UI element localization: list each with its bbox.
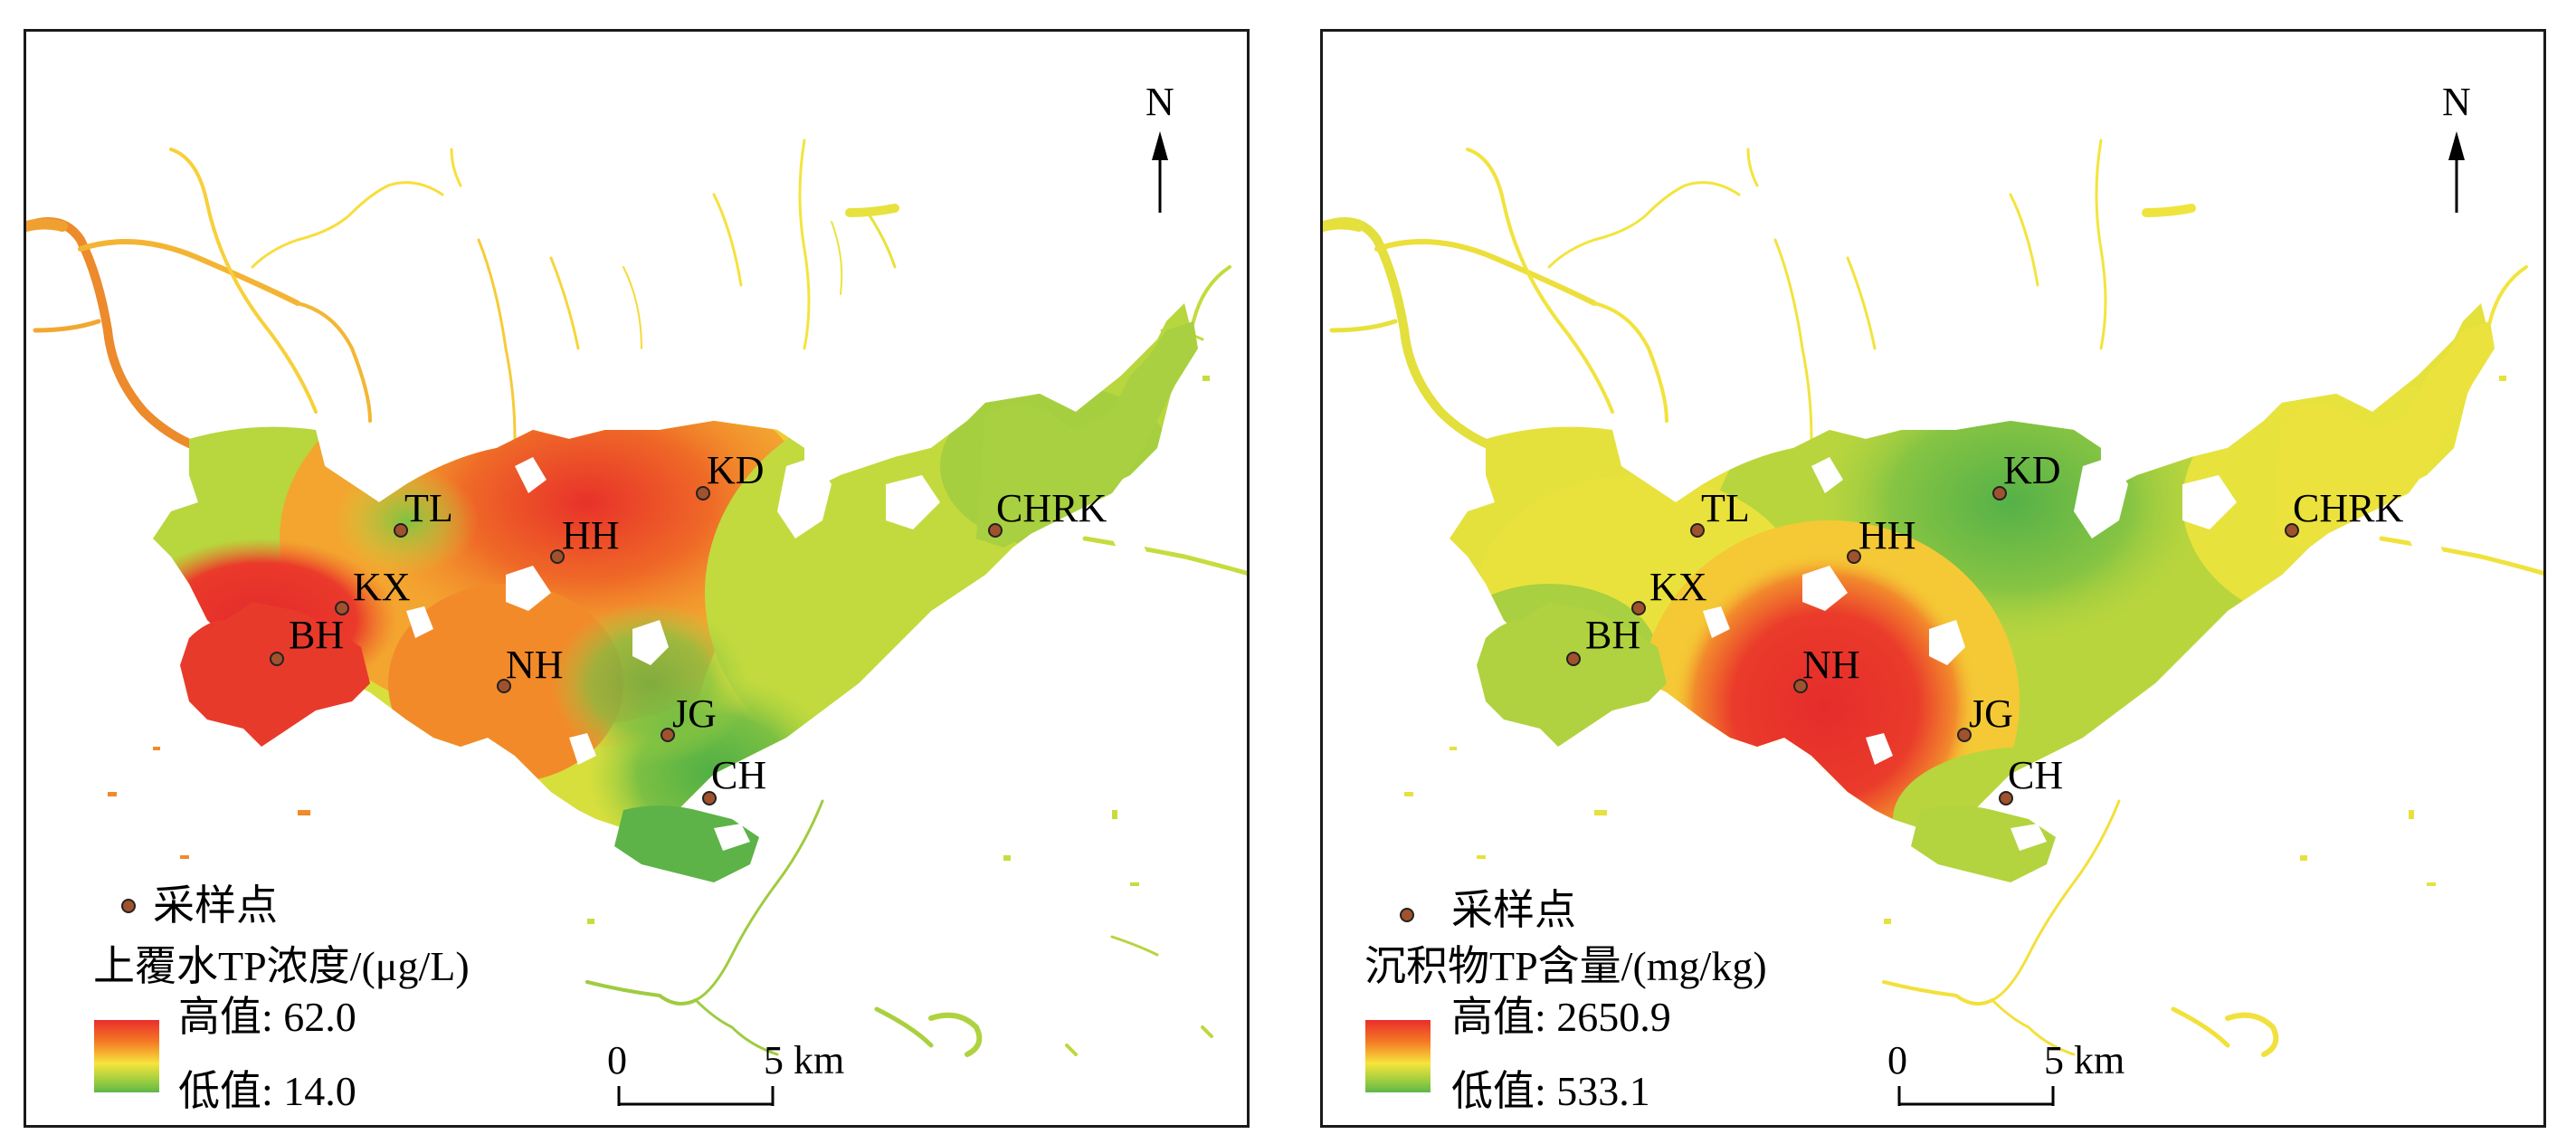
site-label-hh: HH xyxy=(1858,513,1916,558)
legend-color-ramp-left xyxy=(94,1020,159,1092)
site-label-kd: KD xyxy=(2003,448,2061,492)
site-label-nh: NH xyxy=(1802,643,1860,687)
scale-end-right: 5 km xyxy=(2044,1038,2125,1082)
legend-points-label-right: 采样点 xyxy=(1451,887,1576,933)
sample-site-markers-right xyxy=(1566,486,2299,806)
site-label-tl: TL xyxy=(404,486,453,530)
site-label-hh: HH xyxy=(562,513,620,558)
scale-zero-left: 0 xyxy=(607,1038,627,1082)
legend-points-label-left: 采样点 xyxy=(153,882,278,929)
site-marker-jg xyxy=(1957,728,1972,742)
site-label-tl: TL xyxy=(1701,486,1750,530)
scale-end-left: 5 km xyxy=(764,1038,845,1082)
site-marker-hh xyxy=(1847,549,1861,564)
site-marker-kx xyxy=(1631,601,1646,615)
site-label-jg: JG xyxy=(672,691,717,736)
site-label-bh: BH xyxy=(1585,613,1641,657)
site-marker-hh xyxy=(550,549,565,564)
river-network-right xyxy=(1323,138,2543,1057)
site-label-bh: BH xyxy=(289,613,345,657)
site-marker-bh xyxy=(270,652,284,666)
map-panel-overlying-water-tp: TL KD HH CHRK KX BH NH JG CH N 采样点 上覆水TP… xyxy=(24,29,1250,1128)
legend-high-label-right: 高值: 2650.9 xyxy=(1451,994,1671,1040)
site-marker-kd xyxy=(696,486,710,500)
map-panel-sediment-tp: TL KD HH CHRK KX BH NH JG CH N 采样点 沉积物TP… xyxy=(1320,29,2546,1128)
lake-map-left xyxy=(26,131,1247,1106)
legend-site-dot-left xyxy=(121,899,136,913)
scale-bar-left xyxy=(617,1086,775,1106)
site-marker-nh xyxy=(1793,679,1808,693)
north-label-left: N xyxy=(1145,80,1174,124)
legend-title-left: 上覆水TP浓度/(μg/L) xyxy=(93,943,470,989)
site-marker-tl xyxy=(1690,523,1705,538)
north-arrow-right xyxy=(2448,131,2465,213)
site-marker-ch xyxy=(702,791,717,806)
site-label-ch: CH xyxy=(711,753,767,797)
north-arrow-left xyxy=(1152,131,1168,213)
site-marker-kd xyxy=(1992,486,2007,500)
legend-low-label-right: 低值: 533.1 xyxy=(1451,1068,1650,1114)
site-marker-nh xyxy=(497,679,511,693)
legend-color-ramp-right xyxy=(1365,1020,1431,1092)
legend-low-label-left: 低值: 14.0 xyxy=(178,1068,356,1114)
site-marker-jg xyxy=(661,728,675,742)
site-label-kx: KX xyxy=(1649,565,1707,609)
site-label-jg: JG xyxy=(1969,691,2013,736)
site-label-chrk: CHRK xyxy=(996,486,1107,530)
lake-map-right xyxy=(1323,131,2543,1106)
site-label-ch: CH xyxy=(2008,753,2064,797)
legend-site-dot-right xyxy=(1400,908,1414,922)
legend-title-right: 沉积物TP含量/(mg/kg) xyxy=(1364,943,1767,989)
site-marker-ch xyxy=(1999,791,2013,806)
site-label-kd: KD xyxy=(707,448,765,492)
scale-zero-right: 0 xyxy=(1887,1038,1907,1082)
site-marker-kx xyxy=(335,601,349,615)
sample-site-markers-left xyxy=(270,486,1003,806)
site-marker-tl xyxy=(394,523,408,538)
scale-bar-right xyxy=(1897,1086,2055,1106)
legend-high-label-left: 高值: 62.0 xyxy=(178,994,356,1040)
site-label-kx: KX xyxy=(353,565,411,609)
site-marker-chrk xyxy=(2285,523,2299,538)
site-label-nh: NH xyxy=(506,643,564,687)
site-marker-bh xyxy=(1566,652,1581,666)
site-marker-chrk xyxy=(988,523,1003,538)
site-label-chrk: CHRK xyxy=(2293,486,2404,530)
north-label-right: N xyxy=(2442,80,2471,124)
